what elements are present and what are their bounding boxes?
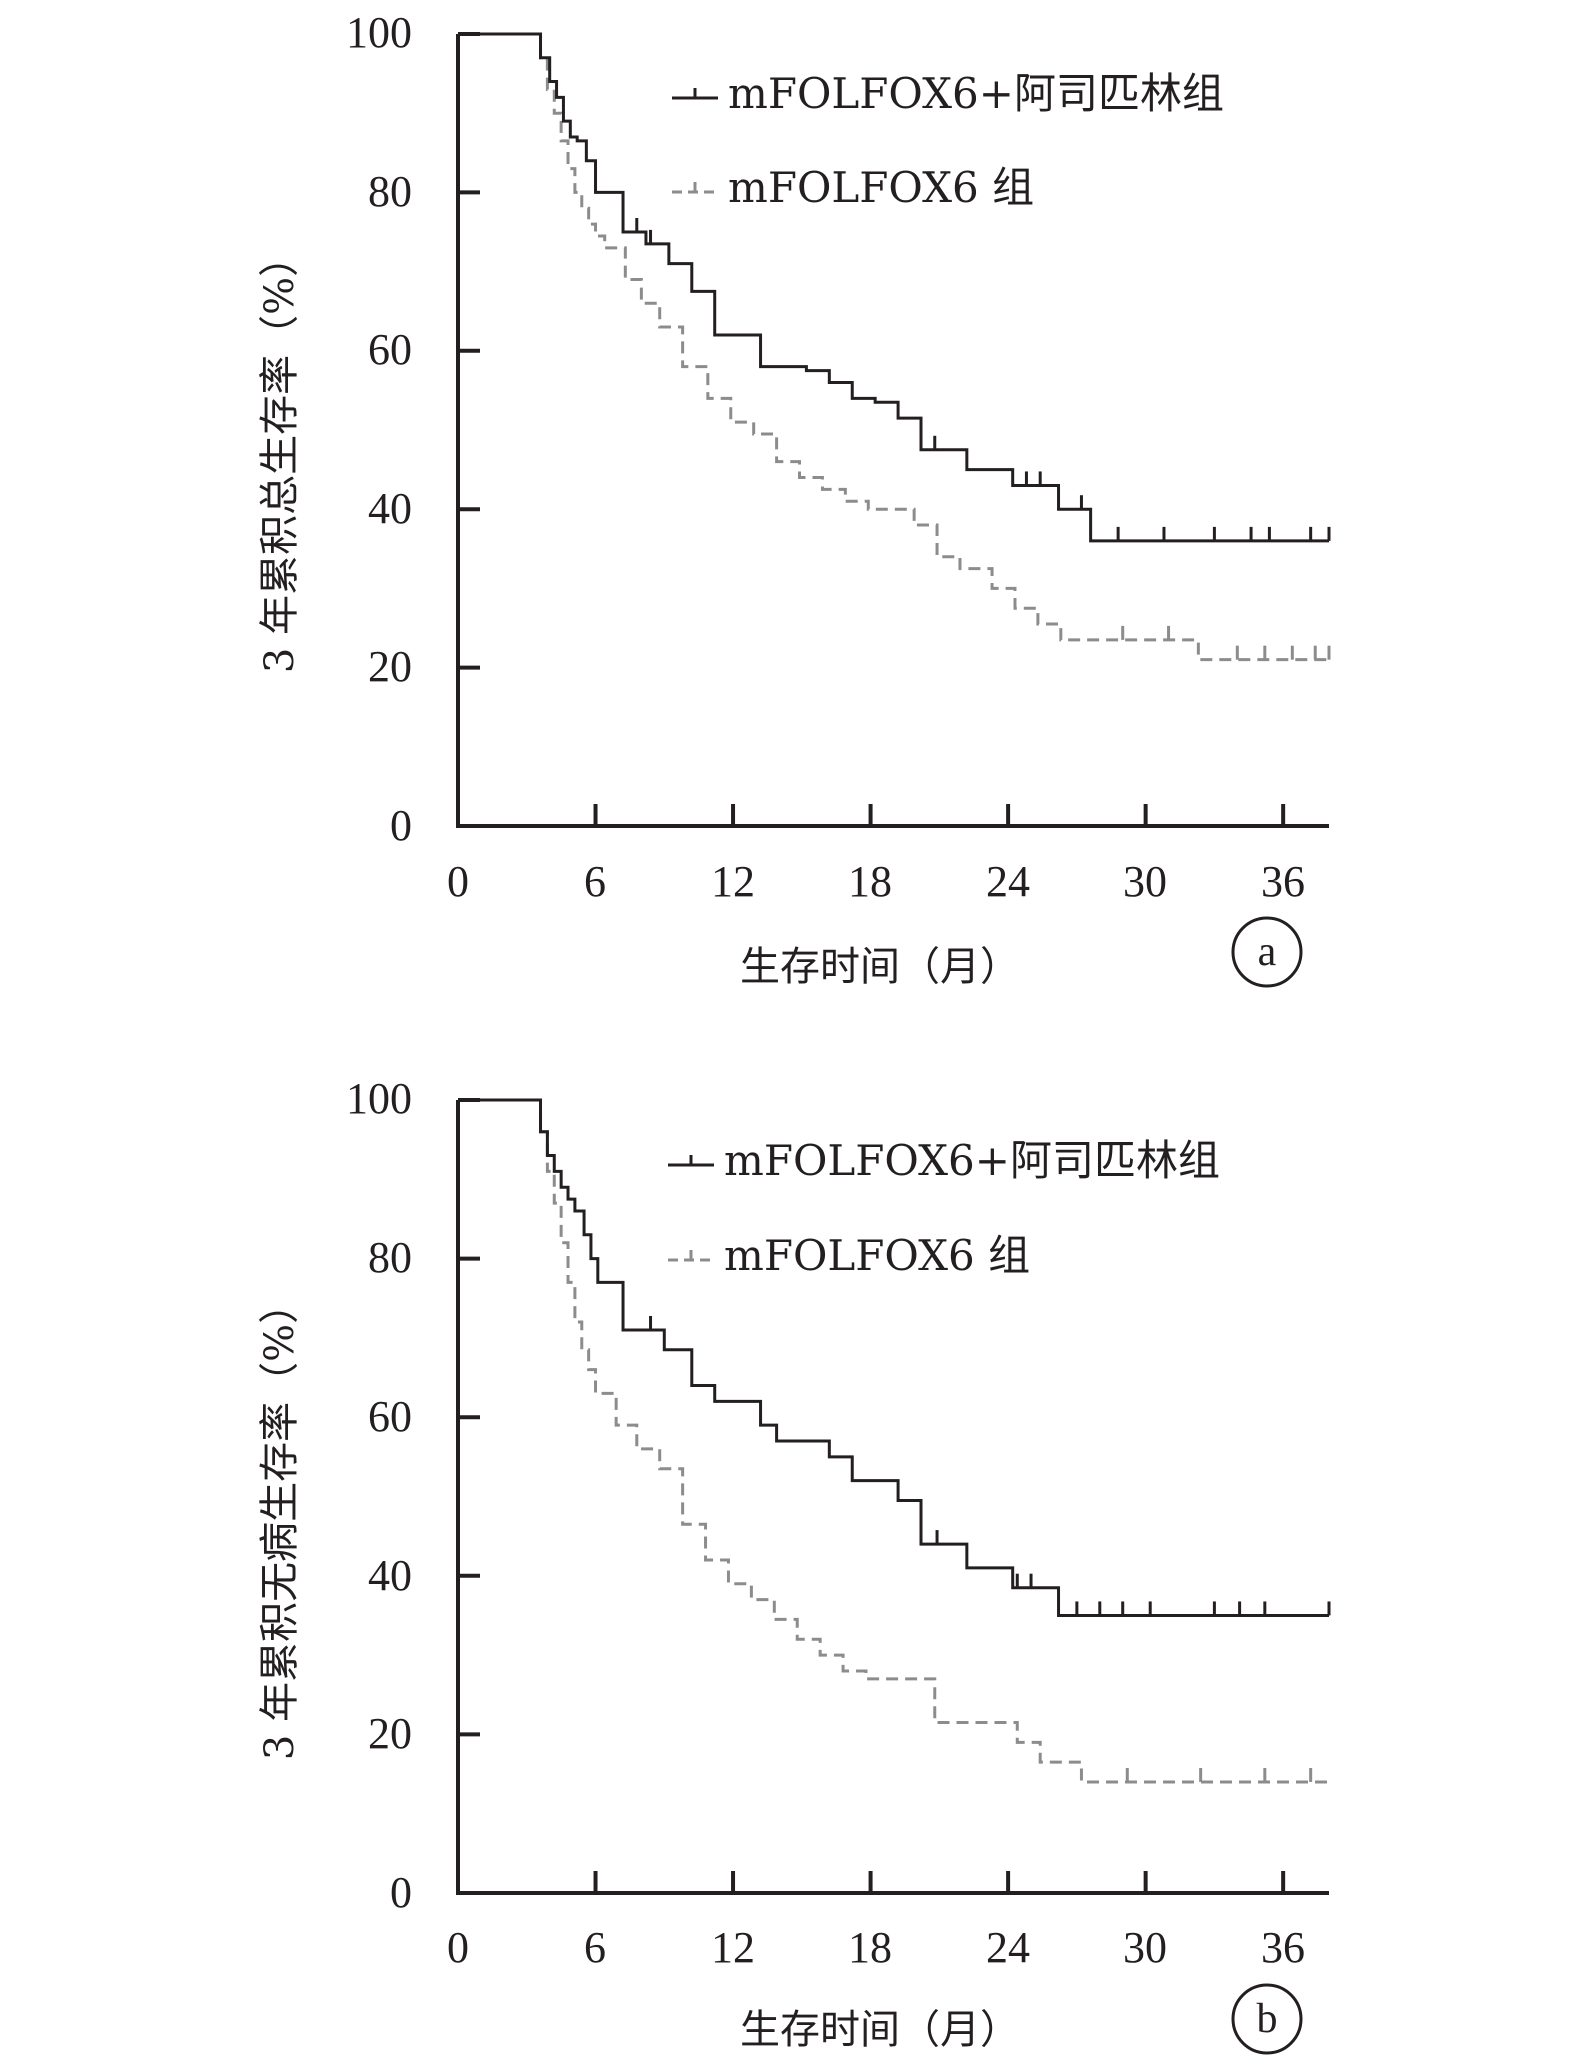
y-tick-label: 80 [368,1233,412,1282]
legend-label: mFOLFOX6+阿司匹林组 [724,1136,1220,1185]
x-tick-label: 36 [1261,857,1305,906]
x-tick-labels: 0 6 12 18 24 30 36 [447,1923,1305,1972]
x-tick-label: 12 [711,857,755,906]
y-tick-label: 100 [346,8,412,57]
y-ticks [458,32,480,670]
plot-area [456,1098,1331,1895]
panel-label: a [1231,916,1303,988]
plot-area [456,32,1331,828]
x-tick-label: 24 [986,1923,1030,1972]
y-axis-title-text: 3 年累积无病生存率（%） [257,1284,303,1760]
series-treatment [458,32,1331,543]
panel-label-text: a [1258,929,1277,975]
legend-label: mFOLFOX6 组 [728,163,1034,212]
x-ticks [593,804,1286,826]
series-control [458,32,1331,662]
x-tick-label: 0 [447,857,469,906]
panel-label-circle [1231,916,1303,988]
y-axis-title-text: 3 年累积总生存率（%） [257,237,303,673]
legend-item-control: mFOLFOX6 组 [672,163,1034,212]
y-tick-label: 100 [346,1074,412,1123]
legend-item-treatment: mFOLFOX6+阿司匹林组 [672,69,1224,118]
survival-curves [458,1098,1331,1784]
y-tick-label: 20 [368,1709,412,1758]
x-tick-label: 24 [986,857,1030,906]
y-axis-title: 3 年累积总生存率（%） [257,237,303,673]
control-step-line [458,1098,1329,1784]
legend-label: mFOLFOX6+阿司匹林组 [728,69,1224,118]
panel-b-disease-free-survival: 3 年累积无病生存率（%） 0 20 40 60 80 100 0 6 12 1… [257,1074,1331,2055]
y-tick-label: 60 [368,1392,412,1441]
treatment-step-line [458,32,1329,543]
x-tick-label: 12 [711,1923,755,1972]
x-tick-label: 36 [1261,1923,1305,1972]
y-axis-title: 3 年累积无病生存率（%） [257,1284,303,1760]
x-axis-title: 生存时间（月） [740,944,1020,990]
y-tick-labels: 0 20 40 60 80 100 [346,8,412,850]
series-treatment [458,1098,1331,1617]
y-tick-label: 40 [368,484,412,533]
x-tick-label: 18 [848,857,892,906]
y-tick-labels: 0 20 40 60 80 100 [346,1074,412,1917]
treatment-step-line [458,1098,1329,1617]
x-tick-label: 6 [584,1923,606,1972]
y-tick-label: 80 [368,167,412,216]
x-ticks [593,1871,1286,1893]
y-tick-label: 0 [390,1868,412,1917]
legend: mFOLFOX6+阿司匹林组 mFOLFOX6 组 [668,1136,1220,1280]
x-tick-label: 18 [848,1923,892,1972]
panel-label-circle [1231,1983,1303,2055]
series-control [458,1098,1329,1784]
y-tick-label: 60 [368,325,412,374]
x-tick-label: 30 [1123,1923,1167,1972]
x-tick-label: 6 [584,857,606,906]
panel-a-overall-survival: 3 年累积总生存率（%） 0 20 40 60 80 100 0 6 12 18… [257,8,1331,990]
x-tick-label: 30 [1123,857,1167,906]
legend-item-treatment: mFOLFOX6+阿司匹林组 [668,1136,1220,1185]
x-tick-label: 0 [447,1923,469,1972]
panel-label: b [1231,1983,1303,2055]
x-tick-labels: 0 6 12 18 24 30 36 [447,857,1305,906]
legend-label: mFOLFOX6 组 [724,1231,1030,1280]
x-axis-title: 生存时间（月） [740,2007,1020,2053]
survival-curves [458,32,1331,662]
legend: mFOLFOX6+阿司匹林组 mFOLFOX6 组 [672,69,1224,212]
control-step-line [458,32,1329,662]
y-ticks [458,1098,480,1737]
legend-item-control: mFOLFOX6 组 [668,1231,1030,1280]
panel-label-text: b [1257,1996,1278,2042]
y-tick-label: 20 [368,642,412,691]
y-tick-label: 40 [368,1551,412,1600]
y-tick-label: 0 [390,801,412,850]
